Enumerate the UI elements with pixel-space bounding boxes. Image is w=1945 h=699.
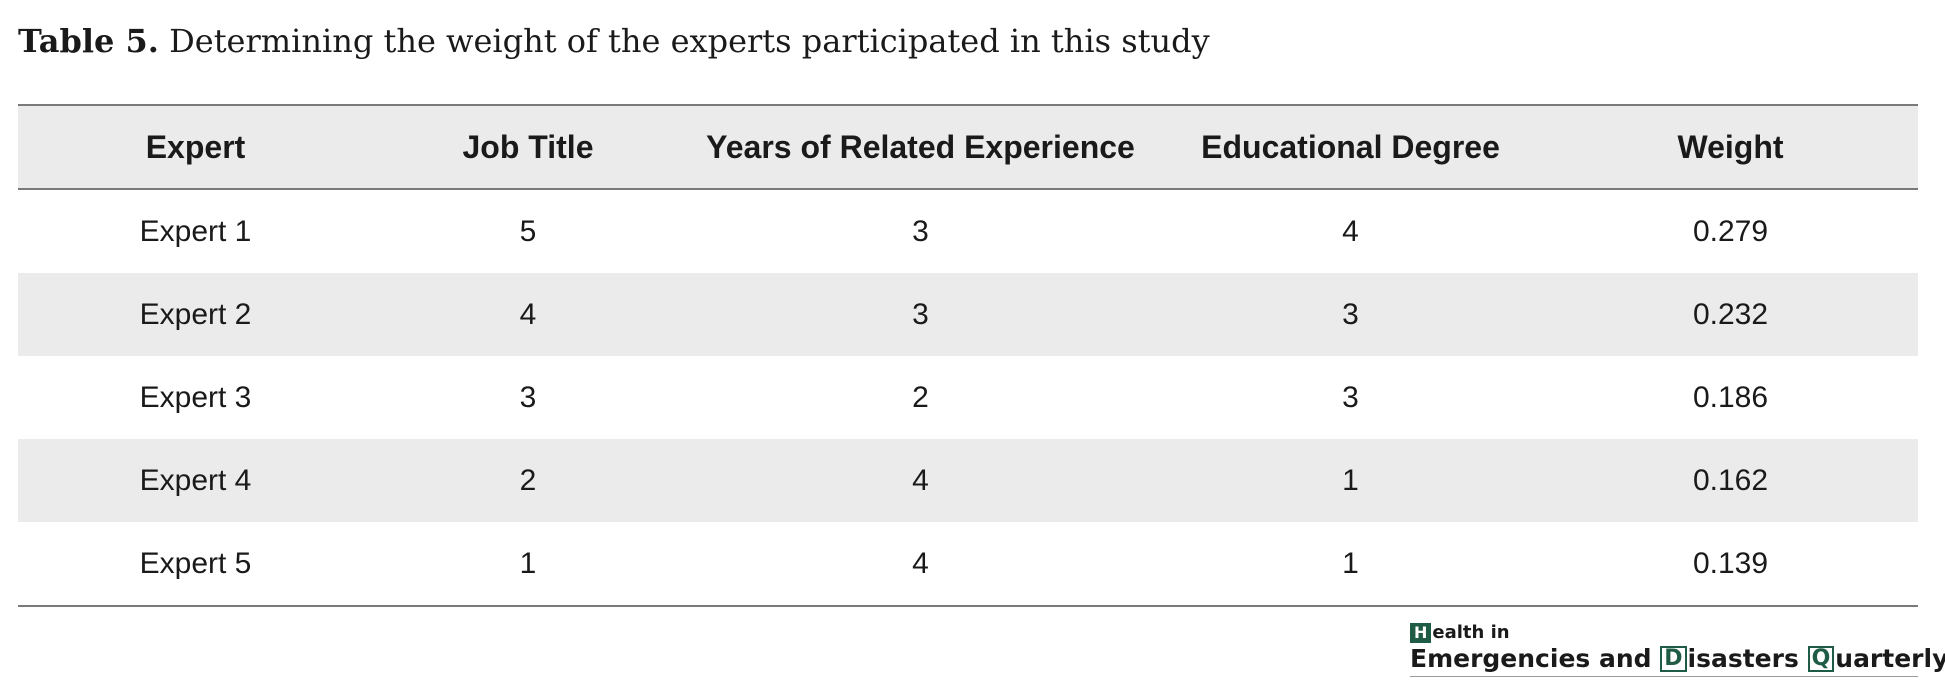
data-table: Expert Job Title Years of Related Experi… [18, 104, 1918, 607]
logo-emergencies-and: Emergencies and [1410, 644, 1661, 673]
table-row: Expert 5 1 4 1 0.139 [18, 522, 1918, 605]
table-caption: Table 5. Determining the weight of the e… [18, 22, 1210, 60]
cell-weight: 0.279 [1692, 214, 1769, 248]
header-educational-degree: Educational Degree [1201, 128, 1500, 165]
cell-weight: 0.186 [1692, 380, 1769, 414]
cell-weight: 0.232 [1692, 297, 1769, 331]
cell-years-experience: 3 [912, 214, 929, 248]
table-header-row: Expert Job Title Years of Related Experi… [18, 106, 1918, 190]
caption-text: Determining the weight of the experts pa… [158, 22, 1210, 60]
table-row: Expert 3 3 2 3 0.186 [18, 356, 1918, 439]
cell-years-experience: 4 [912, 546, 929, 580]
cell-years-experience: 2 [912, 380, 929, 414]
cell-job-title: 3 [519, 380, 537, 414]
logo-uarterly: uarterly [1835, 644, 1945, 673]
cell-weight: 0.139 [1692, 546, 1769, 580]
cell-expert: Expert 4 [139, 463, 252, 497]
cell-educational-degree: 1 [1342, 546, 1359, 580]
cell-job-title: 5 [519, 214, 537, 248]
table-row: Expert 4 2 4 1 0.162 [18, 439, 1918, 522]
cell-years-experience: 3 [912, 297, 929, 331]
cell-educational-degree: 3 [1342, 297, 1359, 331]
logo-h-initial: H [1410, 623, 1432, 643]
header-weight: Weight [1677, 128, 1784, 165]
cell-job-title: 1 [519, 546, 537, 580]
cell-expert: Expert 3 [139, 380, 252, 414]
cell-job-title: 2 [519, 463, 537, 497]
header-expert: Expert [145, 128, 246, 165]
cell-years-experience: 4 [912, 463, 929, 497]
cell-job-title: 4 [519, 297, 537, 331]
logo-q-initial: Q [1807, 646, 1835, 672]
cell-expert: Expert 5 [139, 546, 252, 580]
logo-d-initial: D [1660, 646, 1687, 672]
logo-isasters: isasters [1687, 644, 1808, 673]
header-job-title: Job Title [462, 128, 594, 165]
cell-expert: Expert 2 [139, 297, 252, 331]
cell-educational-degree: 4 [1342, 214, 1359, 248]
cell-educational-degree: 3 [1342, 380, 1359, 414]
logo-health-in: ealth in [1432, 622, 1510, 643]
table-row: Expert 2 4 3 3 0.232 [18, 273, 1918, 356]
cell-educational-degree: 1 [1342, 463, 1359, 497]
table-row: Expert 1 5 3 4 0.279 [18, 190, 1918, 273]
cell-weight: 0.162 [1692, 463, 1769, 497]
cell-expert: Expert 1 [139, 214, 252, 248]
header-years-experience: Years of Related Experience [706, 128, 1135, 165]
caption-label: Table 5. [18, 22, 159, 60]
